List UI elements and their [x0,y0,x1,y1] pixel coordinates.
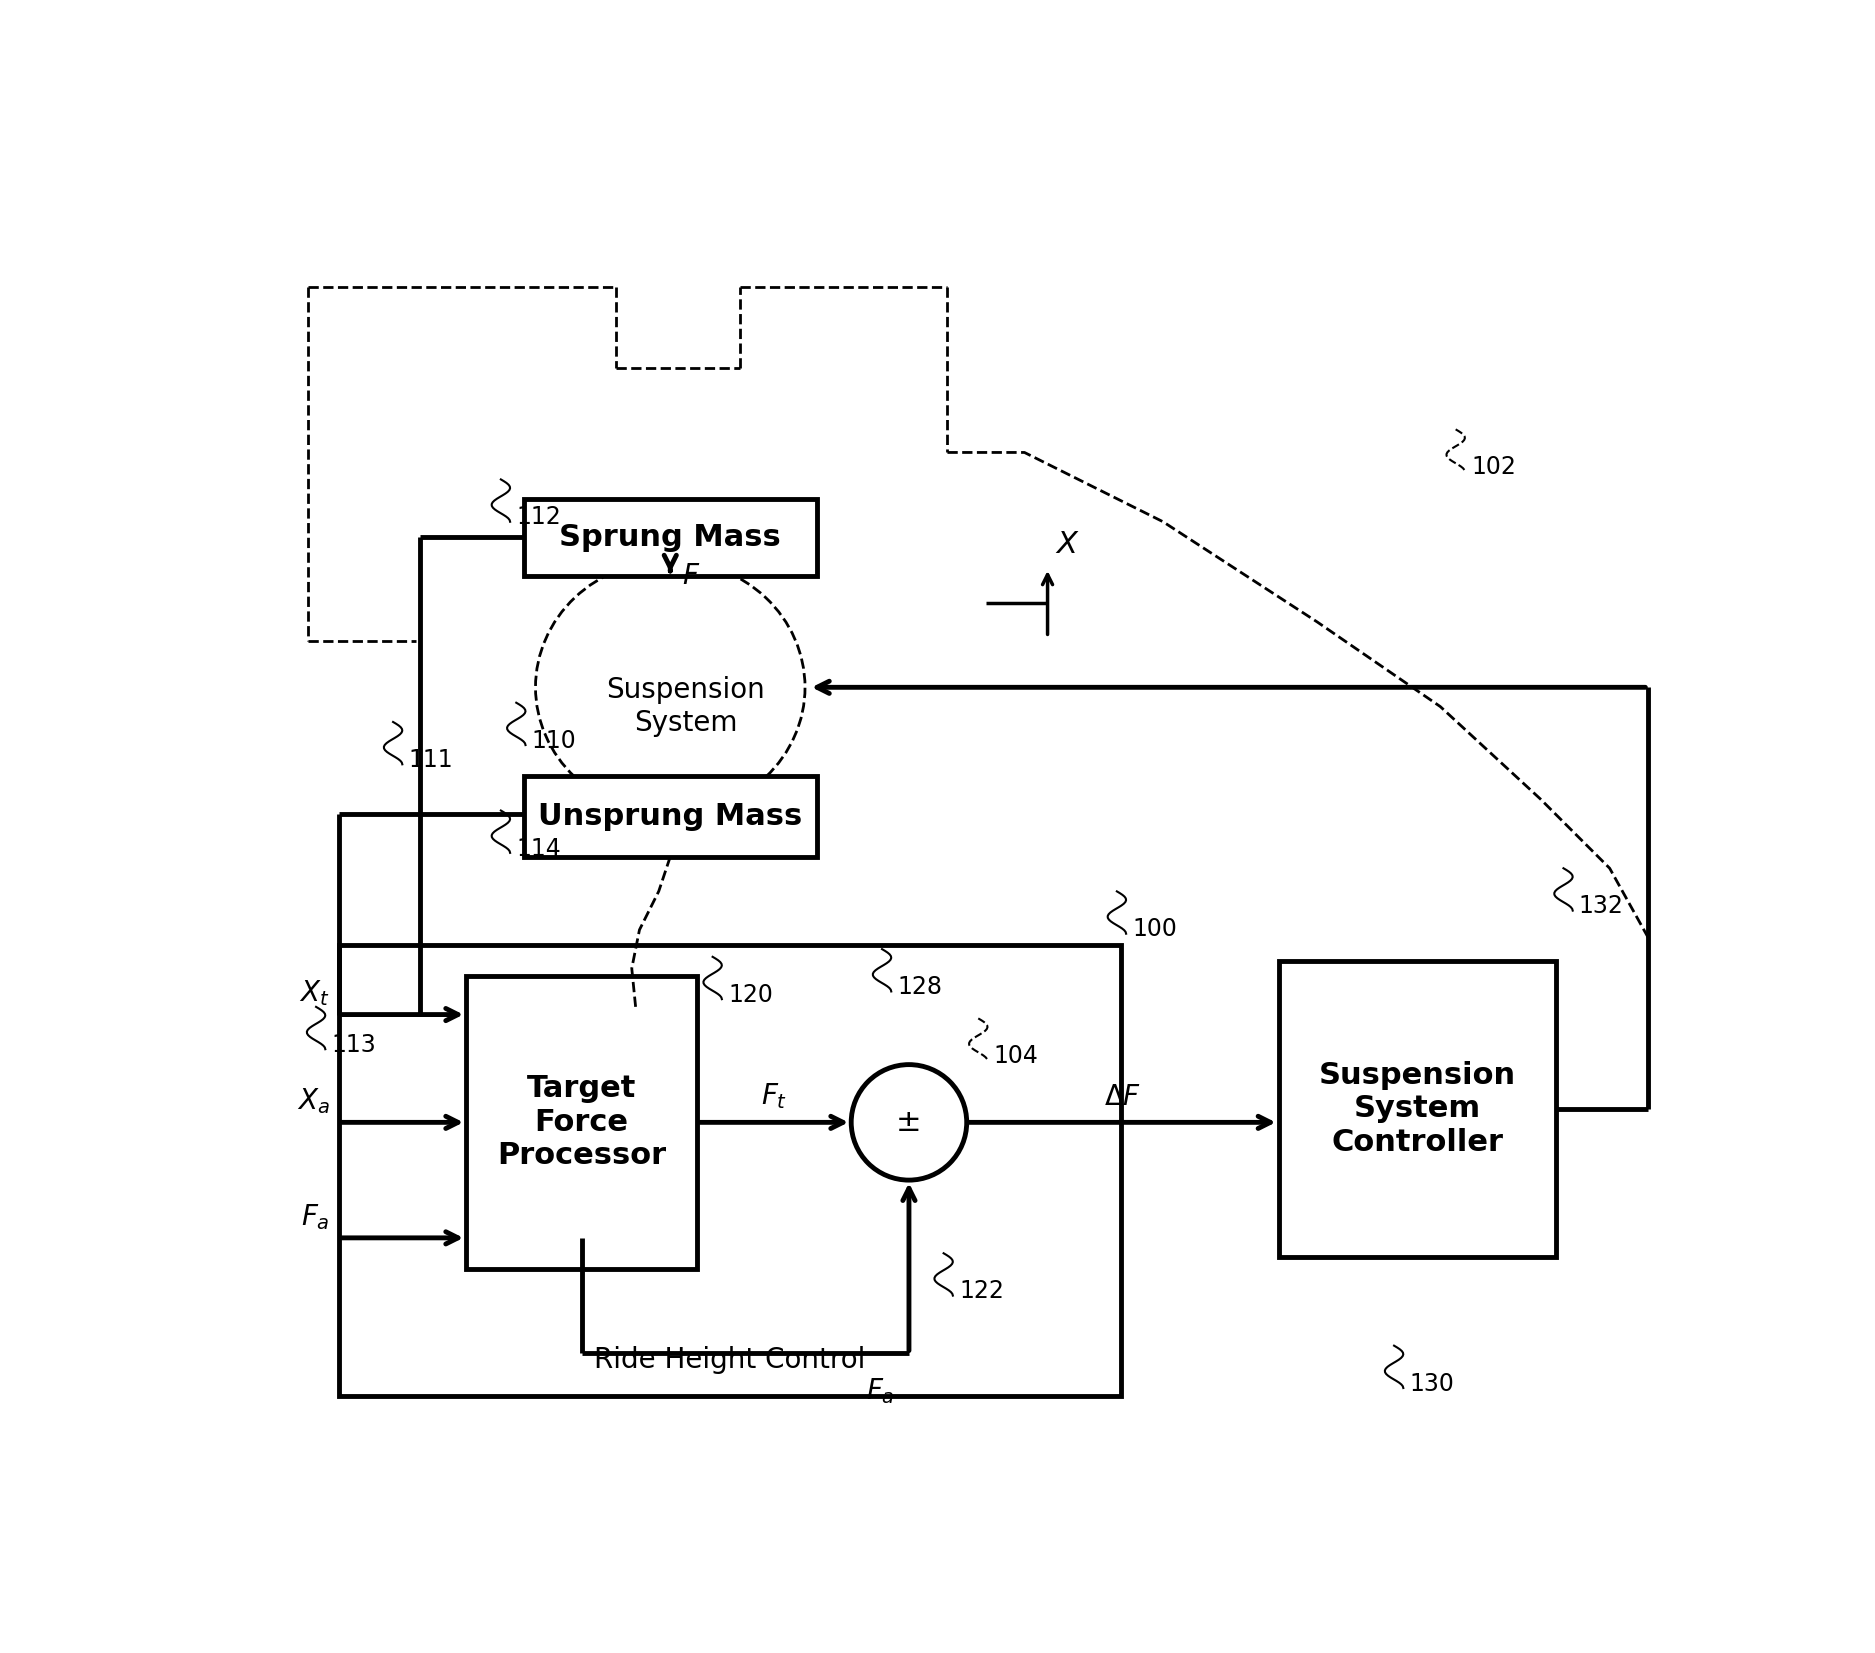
Text: Suspension
System: Suspension System [606,676,765,737]
Bar [1279,960,1556,1258]
Bar [523,775,818,856]
Text: $X_t$: $X_t$ [300,979,330,1008]
Text: 113: 113 [332,1033,377,1056]
Text: 104: 104 [994,1045,1039,1068]
Bar [523,499,818,575]
Text: 122: 122 [958,1279,1003,1303]
Text: 110: 110 [532,729,576,752]
Bar [467,975,698,1268]
Text: $\Delta F$: $\Delta F$ [1104,1083,1142,1111]
Text: $F_t$: $F_t$ [761,1081,787,1111]
Text: Unsprung Mass: Unsprung Mass [538,802,802,831]
Text: $F_a$: $F_a$ [302,1202,330,1231]
Text: 132: 132 [1579,894,1624,919]
Text: $F_a$: $F_a$ [866,1377,894,1407]
Text: 100: 100 [1132,917,1178,942]
Text: Sprung Mass: Sprung Mass [559,522,782,552]
Text: 128: 128 [898,975,943,998]
Ellipse shape [536,560,804,815]
Text: 114: 114 [516,836,561,861]
Text: Suspension
System
Controller: Suspension System Controller [1318,1061,1515,1157]
Text: 112: 112 [516,506,561,529]
Text: 102: 102 [1472,456,1515,479]
Text: X: X [1058,529,1078,559]
Text: 120: 120 [728,984,772,1007]
Text: F: F [682,562,698,590]
Text: Target
Force
Processor: Target Force Processor [497,1074,666,1170]
Text: $X_a$: $X_a$ [296,1086,330,1116]
Bar [339,946,1121,1395]
Text: Ride Height Control: Ride Height Control [594,1346,866,1374]
Text: ±: ± [896,1108,922,1137]
Text: 111: 111 [409,749,454,772]
Circle shape [851,1065,968,1180]
Text: 130: 130 [1410,1372,1455,1395]
